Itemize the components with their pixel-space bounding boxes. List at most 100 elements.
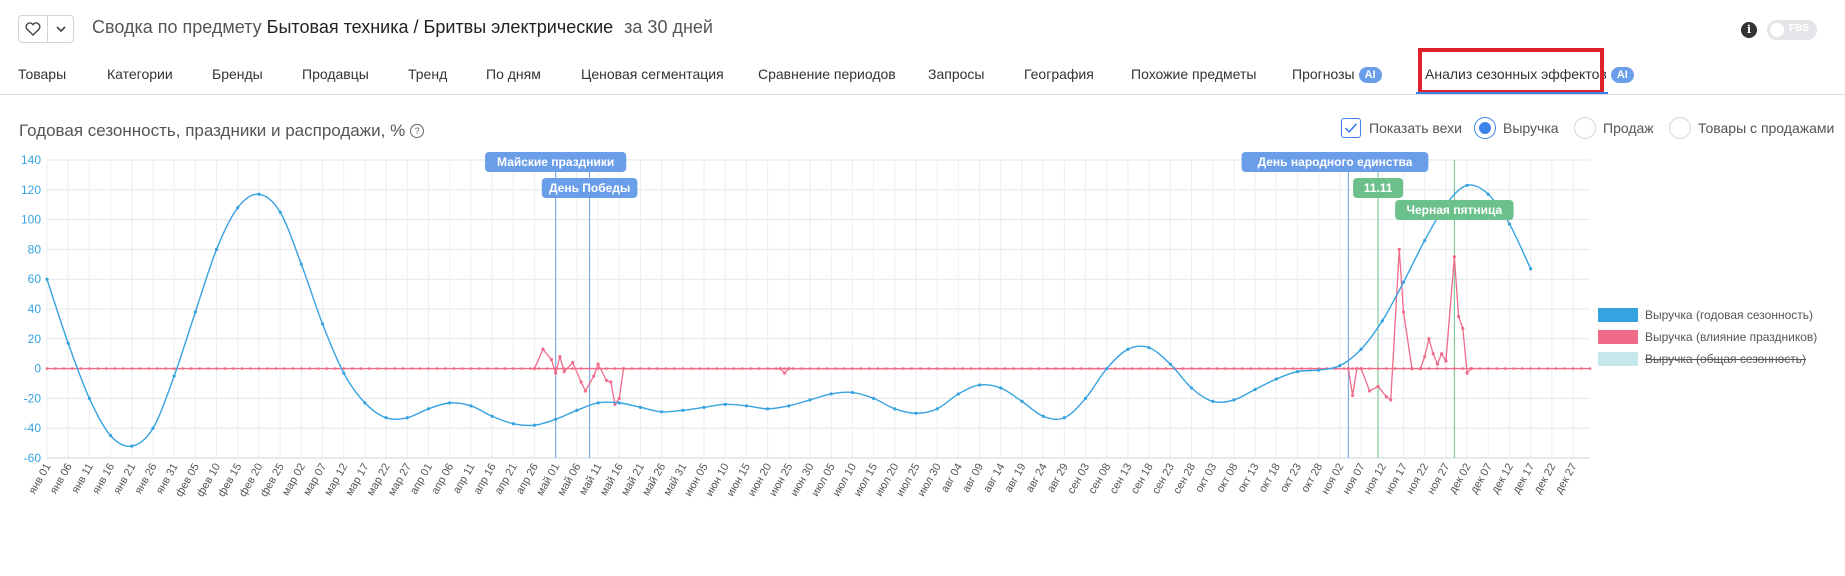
tab-label: Анализ сезонных эффектов <box>1425 66 1607 82</box>
data-point <box>113 367 117 370</box>
milestone-badge <box>541 178 638 198</box>
tab-sellers[interactable]: Продавцы <box>302 66 369 82</box>
subject-breadcrumb[interactable]: Бытовая техника / Бритвы электрические <box>266 17 614 37</box>
tab-categories[interactable]: Категории <box>107 66 173 82</box>
data-point <box>503 367 507 370</box>
data-point <box>1376 367 1380 370</box>
radio-label: Продаж <box>1603 120 1654 136</box>
data-point <box>1359 367 1363 371</box>
data-point <box>1351 393 1355 398</box>
legend-item-total[interactable]: Выручка (общая сезонность) <box>1598 348 1817 370</box>
info-icon[interactable]: i <box>1741 22 1757 38</box>
tab-geography[interactable]: География <box>1024 66 1094 82</box>
data-point <box>490 414 494 418</box>
data-point <box>605 367 608 370</box>
data-point <box>435 367 439 370</box>
milestone-text: Черная пятница <box>1407 203 1503 217</box>
data-point <box>1368 367 1371 370</box>
radio-circle[interactable] <box>1574 117 1596 139</box>
favorite-dropdown-button[interactable] <box>48 15 74 43</box>
data-point <box>850 390 855 395</box>
legend-label: Выручка (годовая сезонность) <box>1645 308 1814 322</box>
data-point <box>45 277 49 281</box>
grid-lines <box>46 159 1590 459</box>
data-point <box>189 367 193 370</box>
data-point <box>1465 183 1469 187</box>
tab-label: Похожие предметы <box>1131 66 1257 82</box>
data-point <box>766 407 770 411</box>
help-icon[interactable]: ? <box>410 124 425 138</box>
data-point <box>541 347 545 351</box>
data-point <box>1062 416 1066 420</box>
data-point <box>236 206 240 210</box>
data-point <box>320 322 325 326</box>
tab-period-comparison[interactable]: Сравнение периодов <box>758 66 896 82</box>
favorite-button[interactable] <box>18 15 48 43</box>
data-point <box>1367 389 1372 393</box>
data-point <box>787 404 791 408</box>
milestone-text: День народного единства <box>1258 155 1413 169</box>
tab-similar-subjects[interactable]: Похожие предметы <box>1131 66 1256 82</box>
radio-circle[interactable] <box>1669 117 1691 139</box>
data-point <box>592 374 596 378</box>
data-point <box>363 401 367 405</box>
milestone-label: День народного единства <box>1241 152 1429 172</box>
tab-queries[interactable]: Запросы <box>928 66 984 82</box>
data-point <box>87 396 91 400</box>
data-point <box>1580 367 1583 370</box>
data-point <box>1486 192 1490 196</box>
data-point <box>1105 367 1109 371</box>
y-tick-label: 140 <box>21 153 41 167</box>
chart-title: Годовая сезонность, праздники и распрода… <box>19 121 425 141</box>
tab-seasonal-effects[interactable]: Анализ сезонных эффектов AI <box>1425 66 1634 83</box>
y-tick-label: 20 <box>28 332 42 346</box>
data-point <box>214 247 219 251</box>
data-point <box>511 422 515 426</box>
data-point <box>448 401 452 405</box>
data-point <box>829 392 833 396</box>
data-point <box>469 404 473 408</box>
tab-forecasts[interactable]: Прогнозы AI <box>1292 66 1382 83</box>
data-point <box>537 367 541 370</box>
data-point <box>571 367 574 370</box>
tab-trend[interactable]: Тренд <box>408 66 447 82</box>
data-point <box>181 367 184 370</box>
radio-circle[interactable] <box>1474 117 1496 139</box>
data-point <box>130 444 134 448</box>
data-point <box>579 380 583 384</box>
legend-item-seasonality[interactable]: Выручка (годовая сезонность) <box>1598 304 1817 326</box>
legend-item-holidays[interactable]: Выручка (влияние праздников) <box>1598 326 1817 348</box>
data-point <box>1389 398 1393 402</box>
tab-brands[interactable]: Бренды <box>212 66 263 82</box>
data-point <box>1355 367 1359 371</box>
data-point <box>1546 367 1549 370</box>
y-tick-label: 120 <box>21 183 41 197</box>
data-point <box>558 355 562 359</box>
data-point <box>1295 369 1300 374</box>
data-point <box>240 367 244 370</box>
radio-products-with-sales[interactable]: Товары с продажами <box>1669 116 1834 140</box>
data-point <box>45 367 49 370</box>
data-point <box>130 367 134 370</box>
data-point <box>914 411 918 415</box>
data-point <box>596 362 600 366</box>
tab-price-segmentation[interactable]: Ценовая сегментация <box>581 66 724 82</box>
checkmark-icon <box>1344 123 1358 133</box>
checkbox-box[interactable] <box>1341 118 1361 138</box>
data-point <box>545 367 549 370</box>
legend-swatch <box>1598 330 1638 344</box>
tab-bar: Товары Категории Бренды Продавцы Тренд П… <box>0 56 1845 95</box>
radio-revenue[interactable]: Выручка <box>1474 116 1559 140</box>
data-point <box>266 367 269 370</box>
tab-label: Запросы <box>928 66 985 82</box>
data-point <box>1402 367 1405 370</box>
data-point <box>1232 398 1236 402</box>
radio-sales[interactable]: Продаж <box>1574 116 1654 140</box>
show-milestones-checkbox[interactable]: Показать вехи <box>1341 116 1462 140</box>
milestone-label: 11.11 <box>1353 178 1404 198</box>
fbs-toggle[interactable]: FBS <box>1767 20 1817 40</box>
tab-by-days[interactable]: По дням <box>486 66 541 82</box>
data-point <box>71 367 74 370</box>
tab-products[interactable]: Товары <box>18 66 66 82</box>
radio-label: Выручка <box>1503 120 1559 136</box>
